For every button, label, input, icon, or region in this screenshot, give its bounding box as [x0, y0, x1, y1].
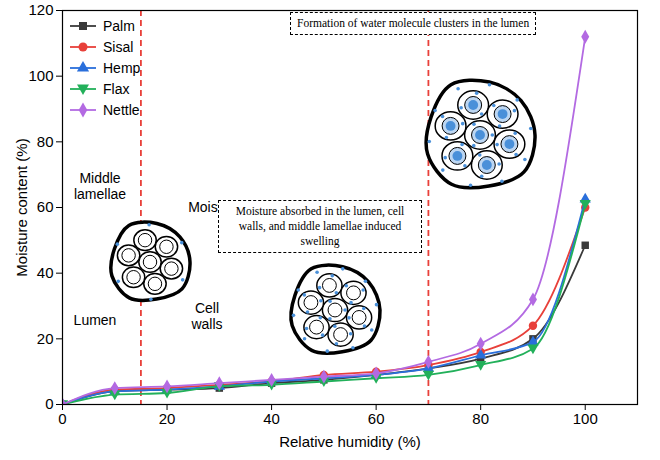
svg-text:Moisture: Moisture	[188, 199, 242, 215]
svg-text:Hemp: Hemp	[103, 60, 141, 76]
svg-text:60: 60	[368, 410, 385, 427]
svg-text:Palm: Palm	[103, 18, 135, 34]
svg-text:Sisal: Sisal	[103, 39, 133, 55]
svg-text:Moisture content (%): Moisture content (%)	[13, 138, 30, 276]
svg-text:40: 40	[263, 410, 280, 427]
svg-text:Nettle: Nettle	[103, 102, 140, 118]
svg-text:100: 100	[573, 410, 598, 427]
svg-text:Cellwalls: Cellwalls	[190, 300, 222, 332]
svg-text:20: 20	[37, 330, 54, 347]
svg-text:0: 0	[45, 395, 53, 412]
svg-text:60: 60	[37, 198, 54, 215]
svg-text:Lumen: Lumen	[74, 312, 117, 328]
svg-text:120: 120	[28, 1, 53, 18]
html-text:Moisture absorbed in the lumen: Moisture absorbed in the lumen, cell wal…	[235, 205, 405, 247]
svg-text:100: 100	[28, 67, 53, 84]
svg-text:Middlelamellae: Middlelamellae	[74, 170, 126, 202]
svg-text:40: 40	[37, 264, 54, 281]
svg-text:20: 20	[159, 410, 176, 427]
svg-text:80: 80	[37, 133, 54, 150]
svg-text:0: 0	[58, 410, 66, 427]
svg-text:80: 80	[472, 410, 489, 427]
svg-text:Flax: Flax	[103, 81, 129, 97]
svg-text:Relative humidity (%): Relative humidity (%)	[279, 433, 421, 450]
html-text:Formation of water molecule cl: Formation of water molecule clusters in …	[297, 17, 530, 29]
